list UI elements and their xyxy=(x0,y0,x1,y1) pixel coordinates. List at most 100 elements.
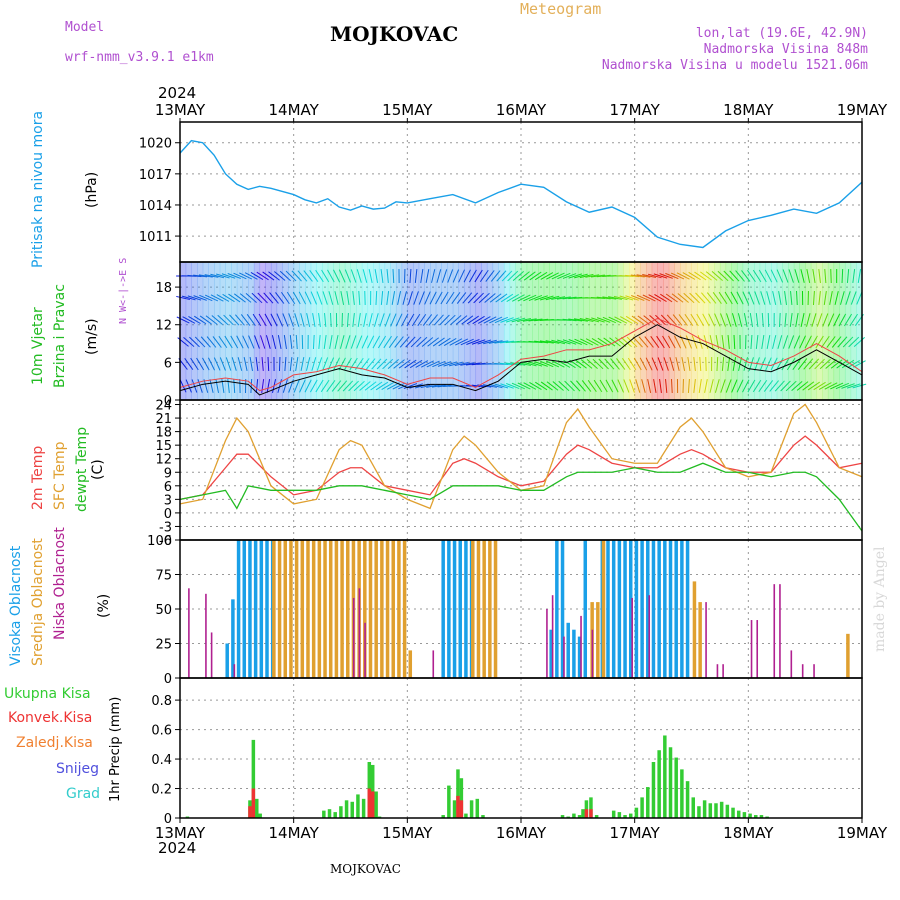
wind-arrow xyxy=(529,271,542,281)
wind-arrow xyxy=(450,315,462,325)
cloud-bar xyxy=(317,540,322,678)
y-tick-label: 0 xyxy=(164,507,172,522)
precip-bar xyxy=(344,800,349,818)
precip-bar xyxy=(464,813,468,818)
wind-arrow xyxy=(243,357,248,371)
wind-arrow xyxy=(410,336,422,348)
wind-arrow xyxy=(437,361,452,367)
wind-arrow xyxy=(636,294,651,302)
wind-shade xyxy=(498,262,505,400)
precip-bar xyxy=(339,806,343,818)
cloud-bar xyxy=(646,540,650,678)
wind-arrow xyxy=(580,338,594,346)
wind-arrow xyxy=(535,381,548,391)
wind-arrow xyxy=(752,379,762,393)
wind-arrow xyxy=(820,335,830,349)
wind-arrow xyxy=(304,379,312,393)
cloud-bar xyxy=(441,540,445,678)
wind-shade xyxy=(191,262,198,400)
precip-bar xyxy=(447,785,451,818)
wind-arrow xyxy=(730,291,739,305)
wind-arrow xyxy=(776,269,784,283)
wind-arrow xyxy=(592,358,604,370)
wind-arrow xyxy=(772,291,777,305)
wind-arrow xyxy=(676,272,690,280)
wind-arrow xyxy=(252,313,262,327)
wind-arrow xyxy=(484,293,496,303)
wind-shade xyxy=(469,262,477,400)
wind-arrow xyxy=(262,271,275,281)
cloud-bar xyxy=(283,540,287,678)
wind-arrow xyxy=(349,357,358,371)
wind-arrow xyxy=(791,381,803,391)
wind-arrow xyxy=(374,269,379,283)
wind-shade xyxy=(344,262,351,400)
precip-bar xyxy=(459,778,464,818)
wind-arrow xyxy=(818,382,832,390)
wind-arrow xyxy=(570,380,581,392)
wind-shade xyxy=(617,262,624,400)
wind-arrow xyxy=(413,291,419,305)
wind-shade xyxy=(651,262,658,400)
cloud-bar xyxy=(340,540,344,678)
wind-arrow xyxy=(534,271,548,281)
precip-bar xyxy=(452,800,457,818)
cloud-bar xyxy=(623,540,627,678)
wind-arrow xyxy=(656,335,665,349)
wind-arrow xyxy=(485,270,495,282)
wind-arrow xyxy=(777,335,783,349)
cloud-bar xyxy=(591,629,594,678)
wind-arrow xyxy=(245,293,257,303)
cloud-bar xyxy=(631,597,633,678)
wind-shade xyxy=(583,262,590,400)
wind-shade xyxy=(464,262,471,400)
cloud-bar xyxy=(583,540,588,678)
wind-arrow xyxy=(729,270,740,282)
wind-arrow xyxy=(350,269,357,283)
wind-arrow xyxy=(306,313,311,327)
precip-bar xyxy=(685,781,690,818)
precip-bar xyxy=(572,813,576,818)
precip-bar xyxy=(327,809,332,818)
cloud-bar xyxy=(722,664,724,678)
wind-arrow xyxy=(424,291,431,305)
precip-bar xyxy=(674,757,678,818)
wind-arrow xyxy=(239,293,252,303)
wind-shade xyxy=(458,262,465,400)
wind-arrow xyxy=(203,379,209,393)
y-tick-label: 0 xyxy=(164,812,172,827)
wind-shade xyxy=(702,262,710,400)
wind-shade xyxy=(435,262,442,400)
wind-arrow xyxy=(194,336,206,348)
wind-shade xyxy=(708,262,715,400)
wind-arrow xyxy=(300,357,305,371)
wind-arrow xyxy=(364,381,377,391)
wind-arrow xyxy=(362,269,368,283)
wind-arrow xyxy=(568,339,582,345)
wind-arrow xyxy=(288,313,294,327)
wind-arrow xyxy=(429,291,437,305)
wind-arrow xyxy=(401,313,409,327)
wind-arrow xyxy=(193,295,207,301)
cloud-bar xyxy=(813,664,815,678)
wind-arrow xyxy=(352,312,355,328)
y-tick-label: 3 xyxy=(164,493,172,508)
wind-arrow xyxy=(806,313,811,327)
wind-arrow xyxy=(834,291,839,305)
precip-bar xyxy=(322,810,326,818)
x-label-bottom: 19MAY xyxy=(837,824,888,842)
wind-shade xyxy=(725,262,732,400)
wind-arrow xyxy=(367,335,375,349)
wind-arrow xyxy=(507,270,519,282)
wind-arrow xyxy=(432,337,445,347)
wind-arrow xyxy=(727,334,730,350)
wind-arrow xyxy=(213,357,221,371)
precip-bar xyxy=(742,812,747,818)
wind-arrow xyxy=(742,379,750,393)
wind-arrow xyxy=(392,382,406,390)
cloud-bar xyxy=(277,540,282,678)
wind-arrow xyxy=(182,316,196,324)
wind-shade xyxy=(515,262,522,400)
wind-arrow xyxy=(613,295,628,301)
wind-arrow xyxy=(694,271,707,281)
